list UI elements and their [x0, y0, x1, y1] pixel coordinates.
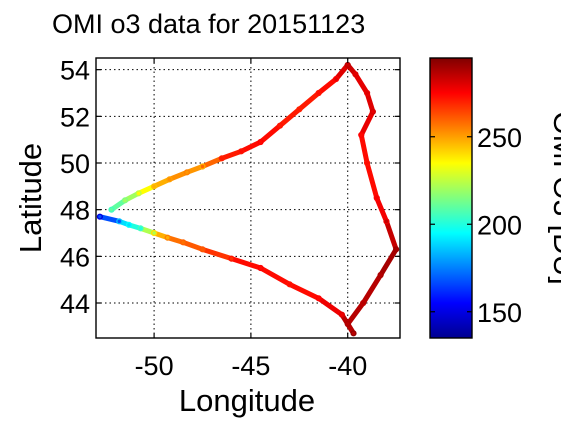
data-segment	[361, 112, 373, 135]
y-tick-label: 52	[60, 102, 90, 132]
data-segment	[202, 249, 231, 258]
data-segment	[241, 142, 260, 151]
x-axis-label: Longitude	[179, 383, 315, 418]
colorbar-label: OMI O3 [DU]	[547, 111, 561, 284]
x-tick-label: -40	[328, 351, 367, 381]
colorbar: 150 200 250 OMI O3 [DU]	[430, 58, 561, 338]
data-segment	[261, 268, 290, 284]
data-segment	[367, 163, 377, 198]
y-tick-label: 50	[60, 149, 90, 179]
data-segment	[261, 126, 280, 142]
colorbar-tick-label: 150	[477, 298, 522, 328]
data-segment	[381, 249, 396, 275]
data-segment	[348, 303, 363, 324]
data-segment	[355, 74, 367, 93]
data-segment	[299, 93, 318, 109]
plot-area: -50 -45 -40 44 46 48 50 52 54	[60, 56, 400, 381]
data-segment	[386, 221, 396, 249]
x-tick-label: -50	[135, 351, 174, 381]
data-segment	[363, 275, 380, 303]
data-segment	[361, 135, 367, 163]
colorbar-scale	[430, 58, 472, 338]
data-segment	[232, 259, 261, 268]
colorbar-tick-label: 200	[477, 210, 522, 240]
data-segment	[290, 284, 319, 298]
y-axis-label: Latitude	[13, 143, 48, 253]
data-path	[100, 65, 396, 333]
data-segment	[280, 109, 299, 125]
y-tick-label: 54	[60, 56, 90, 86]
y-tick-label: 46	[60, 242, 90, 272]
data-segment	[319, 298, 342, 314]
axes-frame	[96, 58, 400, 338]
data-segment	[202, 158, 221, 166]
colorbar-tick-label: 250	[477, 123, 522, 153]
x-tick-label: -45	[231, 351, 270, 381]
data-segment	[319, 79, 336, 93]
y-tick-label: 48	[60, 196, 90, 226]
y-tick-label: 44	[60, 289, 90, 319]
chart-title: OMI o3 data for 20151123	[52, 9, 365, 39]
y-axis-ticks: 44 46 48 50 52 54	[60, 56, 400, 319]
data-points	[97, 63, 398, 336]
grid-lines	[96, 58, 400, 338]
